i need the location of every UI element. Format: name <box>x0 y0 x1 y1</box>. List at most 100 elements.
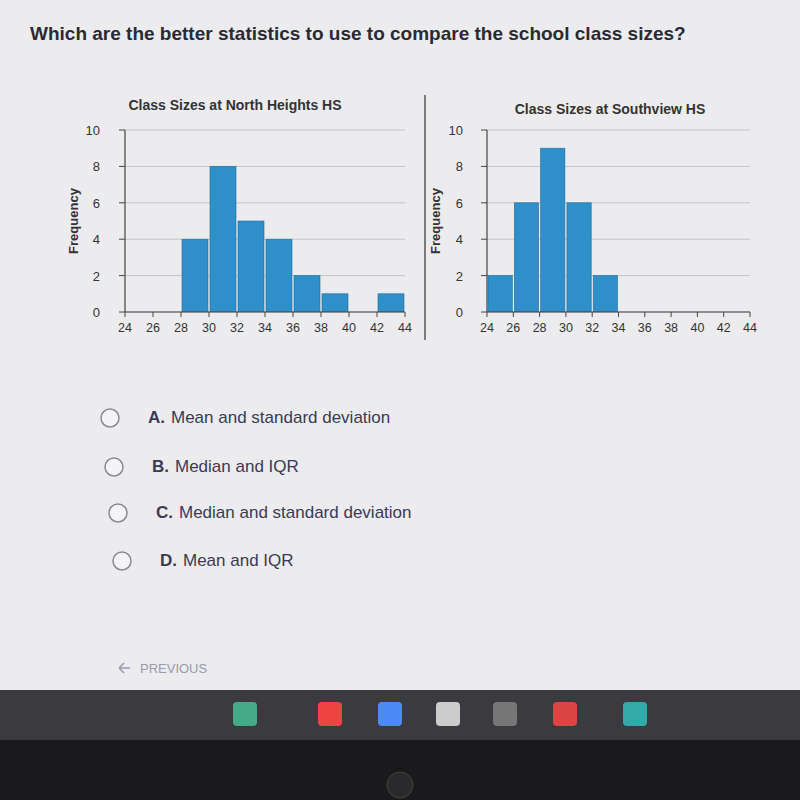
x-tick-label: 38 <box>664 321 678 335</box>
histogram-bar <box>182 239 208 312</box>
x-tick-label: 28 <box>533 321 547 335</box>
histogram-bar <box>210 166 236 312</box>
histogram-bar <box>514 203 538 312</box>
x-tick <box>349 312 350 317</box>
option-text[interactable]: Mean and IQR <box>183 551 294 570</box>
y-tick-label: 0 <box>93 305 100 320</box>
answer-option[interactable]: B. Median and IQR <box>105 457 299 476</box>
taskbar-icon[interactable] <box>436 702 460 726</box>
y-tick <box>119 202 125 203</box>
radio-button[interactable] <box>109 504 127 522</box>
x-tick <box>618 312 619 317</box>
previous-link[interactable]: PREVIOUS <box>119 661 208 676</box>
y-tick <box>481 239 487 240</box>
logo-badge <box>387 772 413 798</box>
x-tick <box>237 312 238 317</box>
x-tick <box>592 312 593 317</box>
grid-line <box>125 239 405 240</box>
chart-divider <box>424 95 426 340</box>
page: Which are the better statistics to use t… <box>0 0 800 800</box>
option-letter[interactable]: A. <box>148 408 165 427</box>
grid-line <box>487 166 750 167</box>
taskbar-icon[interactable] <box>623 702 647 726</box>
y-tick-label: 4 <box>93 232 100 247</box>
x-tick <box>513 312 514 317</box>
histogram-bar <box>294 276 320 312</box>
x-tick <box>293 312 294 317</box>
answer-option[interactable]: C. Median and standard deviation <box>109 503 412 522</box>
option-text[interactable]: Mean and standard deviation <box>171 408 390 427</box>
y-tick <box>481 312 487 313</box>
x-tick-label: 32 <box>585 321 599 335</box>
y-axis-line <box>486 130 487 312</box>
grid-line <box>125 275 405 276</box>
x-tick <box>153 312 154 317</box>
histogram-bar <box>541 148 565 312</box>
chart: Class Sizes at North Heights HS Frequency… <box>66 97 412 335</box>
radio-button[interactable] <box>105 458 123 476</box>
bars <box>182 166 404 312</box>
x-tick <box>321 312 322 317</box>
x-tick-label: 40 <box>342 321 356 335</box>
y-tick-label: 6 <box>93 196 100 211</box>
x-tick-label: 44 <box>743 321 757 335</box>
laptop-bezel <box>0 740 800 800</box>
x-tick-label: 26 <box>146 321 160 335</box>
chart-title: Class Sizes at North Heights HS <box>128 97 341 113</box>
option-text[interactable]: Median and IQR <box>175 457 299 476</box>
x-tick-label: 30 <box>202 321 216 335</box>
option-text[interactable]: Median and standard deviation <box>179 503 412 522</box>
arrow-icon <box>119 663 130 673</box>
taskbar-icon[interactable] <box>493 702 517 726</box>
x-tick <box>487 312 488 317</box>
previous-text[interactable]: PREVIOUS <box>140 661 208 676</box>
x-tick-label: 24 <box>118 321 132 335</box>
x-tick-label: 24 <box>480 321 494 335</box>
y-tick <box>481 130 487 131</box>
chart: Class Sizes at Southview HSFrequency0246… <box>428 101 757 335</box>
grid-line <box>125 130 405 131</box>
histogram-bar <box>378 294 404 312</box>
screen-background <box>0 0 800 690</box>
x-tick <box>405 312 406 317</box>
x-tick-label: 34 <box>258 321 272 335</box>
histogram-bar <box>266 239 292 312</box>
histogram-bar <box>322 294 348 312</box>
histogram-bar <box>488 276 512 312</box>
y-axis-line <box>124 130 125 312</box>
grid-line <box>487 130 750 131</box>
taskbar-icon[interactable] <box>233 702 257 726</box>
x-tick <box>723 312 724 317</box>
x-tick-label: 40 <box>690 321 704 335</box>
histogram-bar <box>567 203 591 312</box>
taskbar-icon[interactable] <box>378 702 402 726</box>
x-tick-label: 36 <box>638 321 652 335</box>
radio-button[interactable] <box>101 409 119 427</box>
x-tick <box>181 312 182 317</box>
radio-button[interactable] <box>113 552 131 570</box>
taskbar-icon[interactable] <box>318 702 342 726</box>
x-tick-label: 26 <box>506 321 520 335</box>
taskbar-icon[interactable] <box>553 702 577 726</box>
y-tick-label: 8 <box>93 159 100 174</box>
y-tick-label: 4 <box>456 232 463 247</box>
x-tick <box>644 312 645 317</box>
x-tick <box>209 312 210 317</box>
y-axis-label: Frequency <box>66 187 81 254</box>
y-tick-label: 6 <box>456 196 463 211</box>
answer-option[interactable]: A. Mean and standard deviation <box>101 408 390 427</box>
y-tick <box>481 166 487 167</box>
x-tick <box>539 312 540 317</box>
option-letter[interactable]: D. <box>160 551 177 570</box>
x-tick <box>265 312 266 317</box>
x-tick-label: 28 <box>174 321 188 335</box>
x-tick <box>377 312 378 317</box>
option-letter[interactable]: C. <box>156 503 173 522</box>
x-tick <box>750 312 751 317</box>
answer-option[interactable]: D. Mean and IQR <box>113 551 294 570</box>
x-tick <box>125 312 126 317</box>
y-tick <box>481 275 487 276</box>
histogram-bar <box>593 276 617 312</box>
option-letter[interactable]: B. <box>152 457 169 476</box>
y-tick-label: 2 <box>456 269 463 284</box>
